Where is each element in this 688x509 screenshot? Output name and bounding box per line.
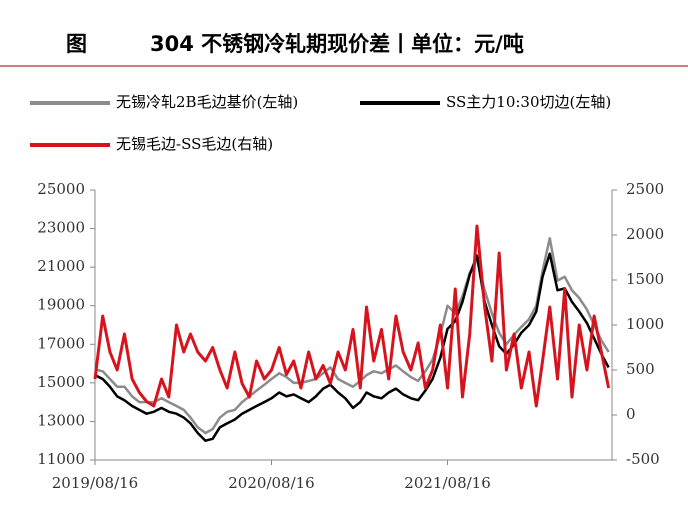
y2-tick-label: 500 xyxy=(626,360,655,378)
y-tick-label: 23000 xyxy=(37,219,85,237)
y-tick-label: 25000 xyxy=(37,180,85,198)
legend-label: SS主力10:30切边(左轴) xyxy=(446,93,611,111)
series-line xyxy=(93,224,611,408)
y2-tick-label: 2500 xyxy=(626,180,664,198)
y2-tick-label: 1000 xyxy=(626,315,664,333)
x-tick-label: 2021/08/16 xyxy=(404,474,490,492)
y-tick-label: 11000 xyxy=(37,450,85,468)
y2-tick-label: -500 xyxy=(626,450,660,468)
chart-title-prefix: 图 xyxy=(66,32,87,56)
legend-label: 无锡毛边-SS毛边(右轴) xyxy=(116,135,273,153)
y2-tick-label: 2000 xyxy=(626,225,664,243)
y2-tick-label: 0 xyxy=(626,405,636,423)
legend-label: 无锡冷轧2B毛边基价(左轴) xyxy=(116,93,298,111)
y-tick-label: 13000 xyxy=(37,411,85,429)
y2-tick-label: 1500 xyxy=(626,270,664,288)
x-tick-label: 2019/08/16 xyxy=(52,474,138,492)
y-tick-label: 15000 xyxy=(37,373,85,391)
y-tick-label: 21000 xyxy=(37,257,85,275)
x-tick-label: 2020/08/16 xyxy=(228,474,314,492)
series-line xyxy=(94,252,610,442)
y-tick-label: 17000 xyxy=(37,334,85,352)
chart-title: 304 不锈钢冷轧期现价差丨单位：元/吨 xyxy=(150,32,524,56)
series-line xyxy=(94,236,610,435)
y-tick-label: 19000 xyxy=(37,296,85,314)
